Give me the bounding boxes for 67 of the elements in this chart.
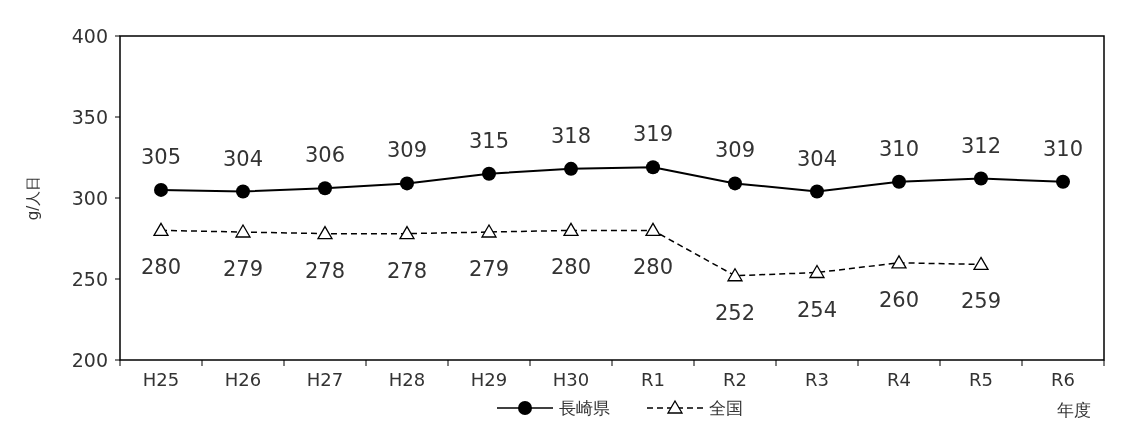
data-label: 280 [632, 255, 674, 280]
data-label: 280 [140, 255, 182, 280]
data-label: 280 [550, 255, 592, 280]
x-tick-label: H25 [142, 369, 180, 390]
x-tick-label: H28 [388, 369, 426, 390]
y-tick-label: 250 [71, 267, 108, 290]
point [317, 225, 333, 240]
x-axis-title: 年度 [1057, 400, 1091, 420]
point [727, 268, 743, 282]
point [810, 184, 824, 199]
y-tick-label: 200 [71, 348, 108, 371]
point [728, 176, 742, 191]
point [399, 225, 415, 240]
legend-label: 全国 [709, 397, 743, 418]
x-tick-label: H26 [224, 369, 262, 390]
data-label: 278 [304, 258, 346, 283]
point [645, 222, 661, 237]
y-axis-title: g/人日 [24, 175, 42, 221]
point [1056, 174, 1070, 189]
point [974, 171, 988, 186]
data-label: 254 [796, 297, 838, 322]
point [318, 181, 332, 196]
point [236, 184, 250, 199]
x-tick-label: H29 [470, 369, 508, 390]
point [153, 222, 169, 237]
data-label: 312 [960, 133, 1002, 158]
data-label: 315 [468, 128, 510, 153]
point [646, 160, 660, 175]
data-label: 259 [960, 289, 1002, 314]
legend-label: 長崎県 [559, 397, 610, 418]
point [809, 264, 825, 279]
data-label: 305 [140, 144, 182, 169]
y-tick-label: 300 [71, 186, 108, 209]
point [481, 224, 497, 238]
data-label: 319 [632, 122, 674, 147]
data-label: 278 [386, 258, 428, 283]
y-tick-label: 350 [71, 105, 108, 128]
point [400, 176, 414, 191]
data-label: 304 [222, 146, 264, 171]
point [891, 255, 907, 269]
data-label: 310 [1042, 136, 1084, 161]
data-label: 252 [714, 300, 756, 325]
data-label: 304 [796, 146, 838, 171]
point [973, 256, 989, 271]
point [235, 224, 251, 238]
data-label: 279 [468, 257, 510, 282]
y-tick-label: 400 [71, 24, 108, 47]
data-label: 309 [386, 138, 428, 163]
x-tick-label: H27 [306, 369, 344, 390]
point [154, 182, 168, 197]
point [563, 222, 579, 237]
point [892, 174, 906, 189]
x-tick-label: R3 [805, 369, 829, 390]
x-tick-label: R1 [641, 369, 665, 390]
x-tick-label: H30 [552, 369, 590, 390]
data-label: 309 [714, 138, 756, 163]
data-label: 310 [878, 136, 920, 161]
x-tick-label: R2 [723, 369, 747, 390]
x-tick-label: R4 [887, 369, 911, 390]
data-label: 260 [878, 287, 920, 312]
point [564, 161, 578, 176]
point [482, 166, 496, 181]
data-label: 279 [222, 257, 264, 282]
x-tick-label: R5 [969, 369, 993, 390]
data-label: 318 [550, 123, 592, 148]
x-tick-label: R6 [1051, 369, 1075, 390]
data-label: 306 [304, 143, 346, 168]
